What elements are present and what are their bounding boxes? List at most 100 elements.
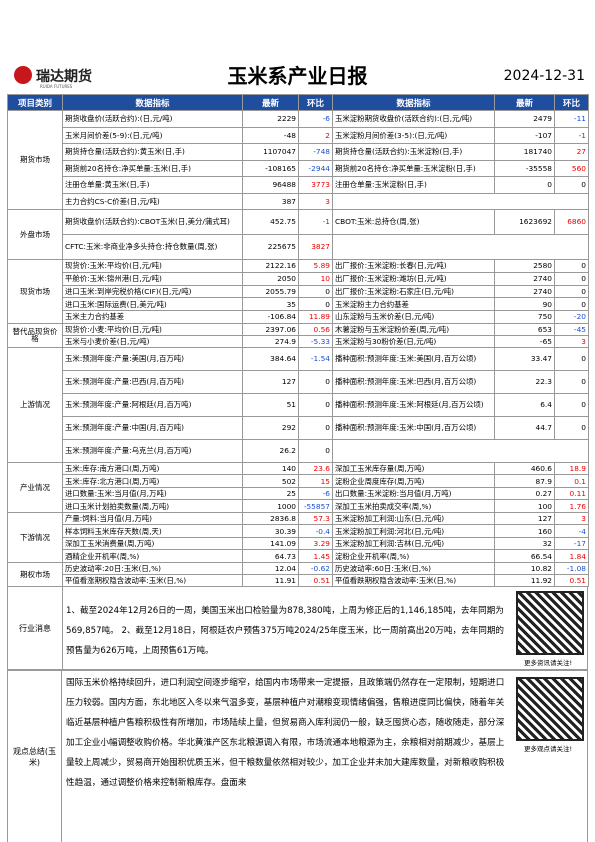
- latest: 32: [494, 537, 555, 551]
- latest: 35: [242, 297, 299, 312]
- column-header: 数据指标: [62, 94, 243, 111]
- indicator: 玉米淀粉加工利润:河北(日,元/吨): [332, 524, 495, 538]
- change: 0: [554, 176, 589, 194]
- indicator: 玉米淀粉加工利润:山东(日,元/吨): [332, 512, 495, 526]
- indicator: CBOT:玉米:总持仓(周,张): [332, 209, 495, 235]
- change: 15: [298, 474, 333, 488]
- latest: 141.09: [242, 537, 299, 551]
- change: -1.54: [298, 346, 333, 371]
- news: 行业消息 1、截至2024年12月26日的一周，美国玉米出口检验量为878,38…: [7, 586, 588, 670]
- change: 560: [554, 159, 589, 177]
- change: -45: [554, 322, 589, 336]
- change: 6860: [554, 209, 589, 235]
- row: 进口玉米:国际运费(日,美元/吨) 35 0 玉米淀粉主力合约基差 90 0: [8, 297, 589, 312]
- change: 10: [298, 271, 333, 286]
- row: 玉米主力合约基差 -106.84 11.89 山东淀粉与玉米价差(日,元/吨) 750-…: [8, 310, 589, 324]
- indicator: 深加工玉米消费量(周,万吨): [62, 537, 243, 551]
- indicator: 产量:饲料:当月值(月,万吨): [62, 512, 243, 526]
- latest: 181740: [494, 143, 555, 161]
- change: 0: [554, 297, 589, 312]
- indicator: 期货前20名持仓:净买单量:玉米(日,手): [62, 159, 243, 177]
- change: -6: [298, 110, 333, 128]
- change: 3: [554, 334, 589, 348]
- column-header: 数据指标: [332, 94, 495, 111]
- latest: 6.4: [494, 392, 555, 417]
- row: 玉米:预测年度:产量:中国(月,百万吨) 292 0 播种面积:预测年度:玉米:中国(…: [8, 415, 589, 440]
- latest: 2740: [494, 284, 555, 299]
- row: 替代品现货价格 现货价:小麦:平均价(日,元/吨) 2397.06 0.56 木薯淀粉与…: [7, 322, 589, 348]
- indicator: 山东淀粉与玉米价差(日,元/吨): [332, 310, 495, 324]
- category: 下游情况: [7, 511, 63, 563]
- indicator: 深加工玉米库存量(周,万吨): [332, 462, 495, 476]
- logo-sub: RUIDA FUTURES: [40, 84, 73, 89]
- column-header: 最新: [494, 94, 555, 111]
- indicator: 玉米与小麦价差(日,元/吨): [62, 334, 243, 348]
- indicator: 期货持仓量(活跃合约):玉米淀粉(日,手): [332, 143, 495, 161]
- indicator: CFTC:玉米:非商业净多头持仓:持仓数量(周,张): [62, 234, 243, 260]
- latest: 750: [494, 310, 555, 324]
- latest: 10.82: [494, 561, 555, 575]
- row: 产业情况 玉米:库存:南方港口(周,万吨) 140 23.6 深加工玉米库存量(周,万吨…: [7, 461, 589, 513]
- indicator: 注册仓单量:玉米淀粉(日,手): [332, 176, 495, 194]
- indicator: 期货收盘价(活跃合约):(日,元/吨): [62, 110, 243, 128]
- row: 进口玉米:到岸完税价格(CIF)(日,元/吨) 2055.79 0 出厂报价:玉米淀粉…: [8, 284, 589, 299]
- indicator: 出口数量:玉米淀粉:当月值(月,万吨): [332, 487, 495, 501]
- column-header: 最新: [242, 94, 299, 111]
- latest: 25: [242, 487, 299, 501]
- change: 3: [298, 192, 333, 210]
- indicator: 注册仓单量:黄玉米(日,手): [62, 176, 243, 194]
- latest: -48: [242, 126, 299, 144]
- change: -1.08: [554, 561, 589, 575]
- date: 2024-12-31: [503, 68, 585, 84]
- row: 平值看涨期权隐含波动率:玉米(日,%) 11.91 0.51 平值看跌期权隐含波动率:…: [8, 573, 589, 587]
- change: 3.29: [298, 537, 333, 551]
- indicator: 现货价:小麦:平均价(日,元/吨): [62, 322, 243, 336]
- indicator: 玉米:预测年度:产量:巴西(月,百万吨): [62, 369, 243, 394]
- row: 现货市场 现货价:玉米:平均价(日,元/吨) 2122.16 5.89 出厂报价:玉米淀…: [7, 259, 589, 324]
- indicator: 期货收盘价(活跃合约):CBOT玉米(日,美分/蒲式耳): [62, 209, 243, 235]
- latest: 2740: [494, 271, 555, 286]
- qr-caption: 更多资讯请关注!: [523, 659, 573, 667]
- latest: 11.92: [494, 573, 555, 587]
- row: 期权市场 历史波动率:20日:玉米(日,%) 12.04 -0.62 历史波动率:60日…: [7, 561, 589, 587]
- indicator: 玉米:库存:北方港口(周,万吨): [62, 474, 243, 488]
- change: 0: [554, 346, 589, 371]
- news-label: 行业消息: [8, 587, 63, 669]
- latest: 384.64: [242, 346, 299, 371]
- latest: 2580: [494, 259, 555, 273]
- indicator: 平舱价:玉米:锦州港(日,元/吨): [62, 271, 243, 286]
- indicator: 玉米:预测年度:产量:阿根廷(月,百万吨): [62, 392, 243, 417]
- latest: 127: [494, 512, 555, 526]
- change: -748: [298, 143, 333, 161]
- indicator: 玉米:预测年度:产量:美国(月,百万吨): [62, 346, 243, 371]
- view-text: 国际玉米价格持续回升，进口利润空间逐步缩窄，给国内市场带来一定提振，且政策端仍然…: [66, 678, 505, 788]
- row: 深加工玉米消费量(周,万吨) 141.09 3.29 玉米淀粉加工利润:吉林(日,元/…: [8, 537, 589, 551]
- row: 玉米:预测年度:产量:阿根廷(月,百万吨) 51 0 播种面积:预测年度:玉米:阿根廷…: [8, 392, 589, 417]
- indicator: 样本饲料玉米库存天数(周,天): [62, 524, 243, 538]
- change: -17: [554, 537, 589, 551]
- change: 3827: [298, 234, 333, 260]
- change: 0: [298, 284, 333, 299]
- view-label: 观点总结(玉米): [8, 671, 62, 842]
- indicator: 播种面积:预测年度:玉米:阿根廷(月,百万公顷): [332, 392, 495, 417]
- change: 2: [298, 126, 333, 144]
- change: 57.3: [298, 512, 333, 526]
- latest: 160: [494, 524, 555, 538]
- logo: 瑞达期货: [36, 69, 92, 85]
- row: 玉米与小麦价差(日,元/吨) 274.9 -5.33 玉米淀粉与30粉价差(日,元/吨…: [8, 334, 589, 348]
- latest: 96488: [242, 176, 299, 194]
- indicator: 玉米:库存:南方港口(周,万吨): [62, 462, 243, 476]
- latest: 653: [494, 322, 555, 336]
- latest: 2050: [242, 271, 299, 286]
- change: 1.45: [298, 549, 333, 563]
- latest: 90: [494, 297, 555, 312]
- indicator: 玉米淀粉期货收盘价(活跃合约):(日,元/吨): [332, 110, 495, 128]
- indicator: 平值看涨期权隐含波动率:玉米(日,%): [62, 573, 243, 587]
- latest: 225675: [242, 234, 299, 260]
- category: 外盘市场: [7, 209, 63, 260]
- empty-cell: [332, 192, 589, 210]
- latest: 2479: [494, 110, 555, 128]
- logo-icon: [14, 66, 32, 84]
- latest: 44.7: [494, 415, 555, 440]
- row: 酒精企业开机率(周,%) 64.73 1.45 淀粉企业开机率(周,%) 66.54 1.…: [8, 549, 589, 563]
